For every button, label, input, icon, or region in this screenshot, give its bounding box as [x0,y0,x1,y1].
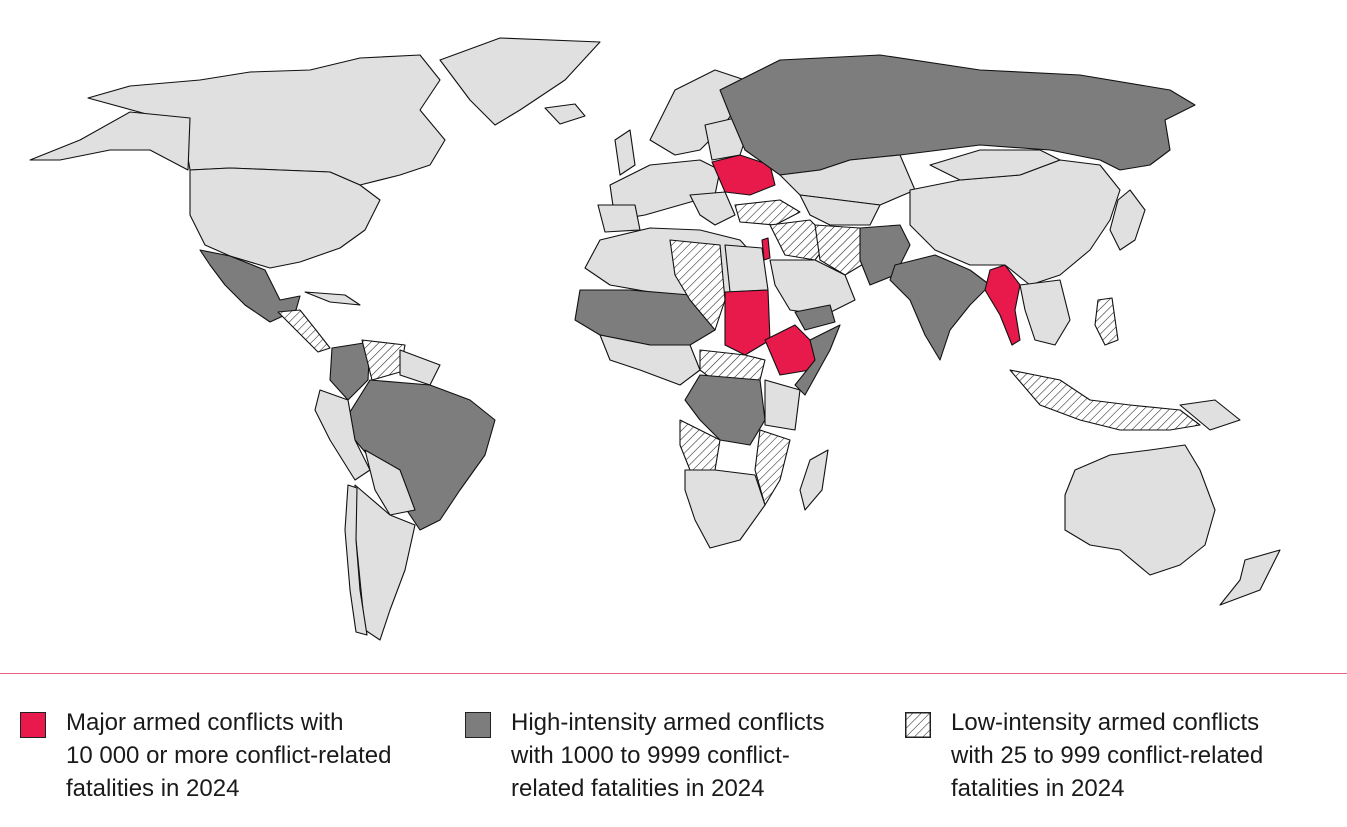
country-iberia [597,204,641,233]
legend-label-high: High-intensity armed conflicts with 1000… [511,706,824,805]
country-japan-korea [1109,189,1146,251]
country-sahel [574,289,721,346]
legend-line: Major armed conflicts with [66,709,344,736]
country-gulf-of-guinea [599,334,701,386]
country-southern-africa [684,469,766,549]
country-guianas [399,349,441,386]
country-papua [1179,399,1241,431]
country-madagascar [799,449,829,511]
country-mongolia [929,149,1061,181]
legend-line: related fatalities in 2024 [511,775,765,802]
country-peru-ecuador [314,389,371,481]
country-egypt [724,244,769,293]
country-yemen [794,304,836,331]
country-usa [189,167,381,269]
country-chile [344,484,368,636]
country-australia [1064,444,1216,576]
country-central-asia [799,194,881,226]
country-iran [814,224,871,276]
legend-line: fatalities in 2024 [66,775,240,802]
country-uk [614,129,636,176]
legend-swatch-high [465,712,491,738]
country-philippines [1094,297,1119,346]
legend-line: 10 000 or more conflict-related [66,742,392,769]
country-bolivia-paraguay [364,449,416,516]
legend-line: Low-intensity armed conflicts [951,709,1260,736]
country-myanmar [984,264,1021,346]
country-iceland [544,103,586,125]
country-israel-palestine [761,237,771,261]
country-east-africa [764,379,801,431]
legend-label-low: Low-intensity armed conflicts with 25 to… [951,706,1263,805]
country-balkans [689,191,736,226]
country-belarus-baltics [704,117,746,161]
legend-label-major: Major armed conflicts with 10 000 or mor… [66,706,392,805]
country-dr-congo [684,374,766,446]
legend-line: with 1000 to 9999 conflict- [511,742,790,769]
legend-swatch-low [905,712,931,738]
country-new-zealand [1219,549,1281,606]
country-sudan [724,289,771,356]
country-mozambique [754,429,791,506]
country-southeast-asia [1019,279,1071,346]
legend-line: fatalities in 2024 [951,775,1125,802]
country-libya-chad [669,239,726,331]
country-somalia [794,324,841,396]
legend-line: with 25 to 999 conflict-related [951,742,1264,769]
country-usa-alaska [29,111,191,171]
legend-swatch-major [20,712,46,738]
country-greenland [439,37,601,126]
legend-divider [0,673,1347,674]
country-turkey-caucasus [734,199,801,226]
country-saudi-arabia [769,259,856,316]
country-central-america [277,309,331,353]
world-conflict-map [29,37,1281,641]
country-indonesia [1009,369,1201,431]
country-india [889,254,991,361]
legend-line: High-intensity armed conflicts [511,709,825,736]
country-cuba [304,291,361,306]
